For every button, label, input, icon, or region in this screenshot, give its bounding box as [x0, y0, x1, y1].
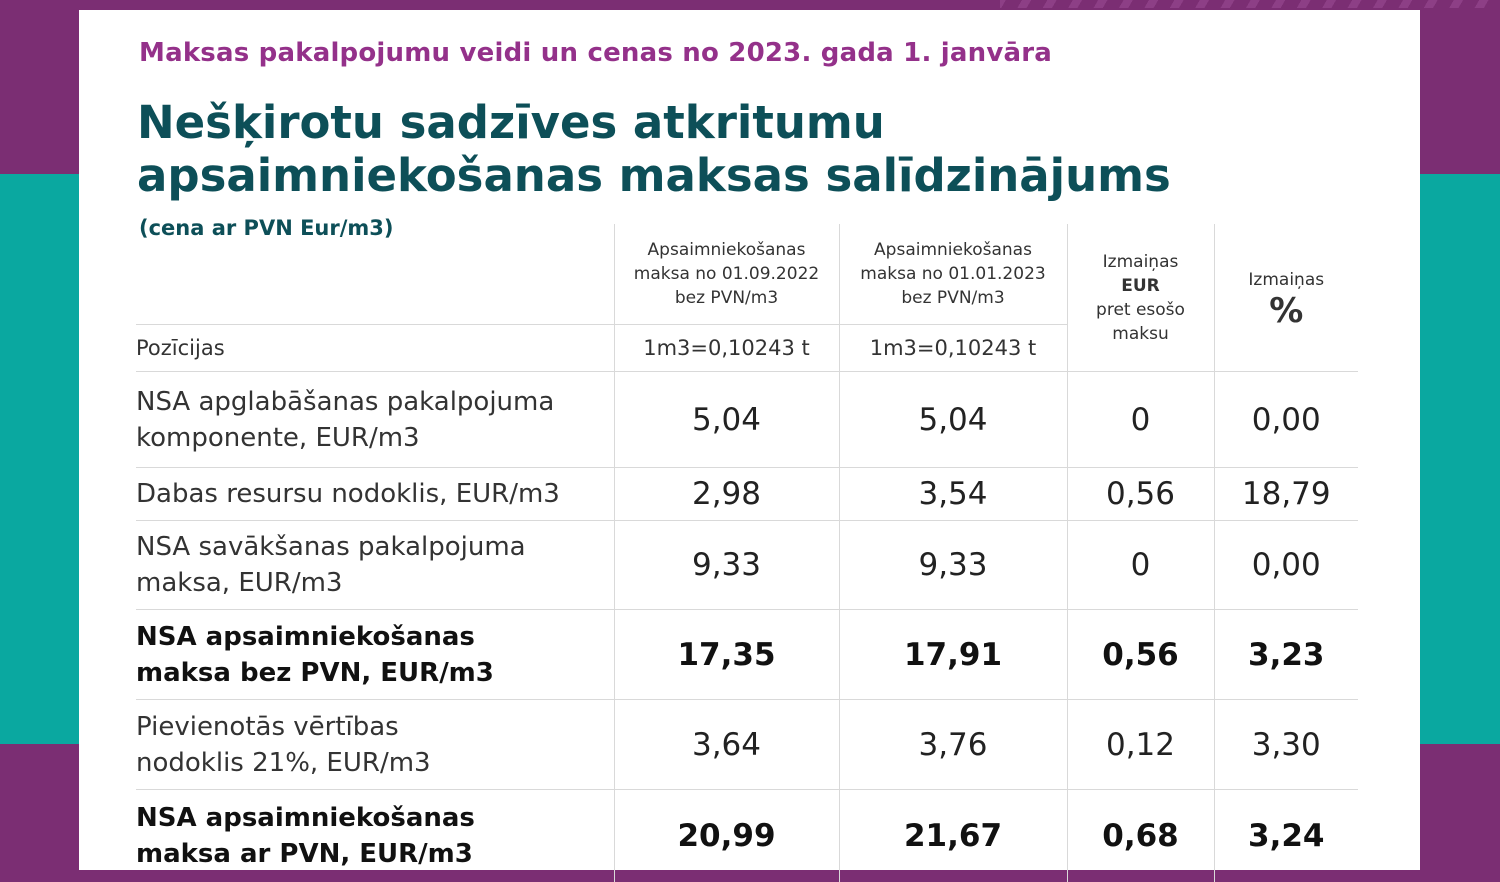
header-fee-2022: Apsaimniekošanas maksa no 01.09.2022 bez…: [614, 224, 839, 325]
cell-2023: 3,76: [839, 700, 1067, 790]
cell-diff-eur: 0: [1067, 521, 1214, 610]
cell-2023: 5,04: [839, 372, 1067, 468]
header-ratio-2023: 1m3=0,10243 t: [839, 325, 1067, 372]
header-row: Apsaimniekošanas maksa no 01.09.2022 bez…: [136, 224, 1358, 325]
subtitle: Maksas pakalpojumu veidi un cenas no 202…: [139, 38, 1052, 68]
cell-2022: 3,64: [614, 700, 839, 790]
info-card: Maksas pakalpojumu veidi un cenas no 202…: [79, 10, 1420, 870]
header-change-percent: Izmaiņas %: [1214, 224, 1358, 372]
title-line-2: apsaimniekošanas maksas salīdzinājums: [137, 149, 1171, 202]
cell-diff-pct: 3,30: [1214, 700, 1358, 790]
table-row: Dabas resursu nodoklis, EUR/m3 2,98 3,54…: [136, 468, 1358, 521]
cell-diff-pct: 0,00: [1214, 521, 1358, 610]
header-ratio-2022: 1m3=0,10243 t: [614, 325, 839, 372]
comparison-table: Apsaimniekošanas maksa no 01.09.2022 bez…: [136, 224, 1358, 882]
cell-diff-pct: 3,24: [1214, 790, 1358, 882]
title-line-1: Nešķirotu sadzīves atkritumu: [137, 96, 1171, 149]
cell-diff-pct: 0,00: [1214, 372, 1358, 468]
cell-2023: 9,33: [839, 521, 1067, 610]
cell-diff-pct: 18,79: [1214, 468, 1358, 521]
cell-2022: 2,98: [614, 468, 839, 521]
cell-diff-eur: 0,56: [1067, 468, 1214, 521]
row-label: Dabas resursu nodoklis, EUR/m3: [136, 468, 614, 521]
page-title: Nešķirotu sadzīves atkritumu apsaimnieko…: [137, 96, 1171, 202]
cell-diff-eur: 0,56: [1067, 610, 1214, 700]
header-fee-2023: Apsaimniekošanas maksa no 01.01.2023 bez…: [839, 224, 1067, 325]
cell-diff-eur: 0,68: [1067, 790, 1214, 882]
cell-2022: 5,04: [614, 372, 839, 468]
cell-diff-eur: 0: [1067, 372, 1214, 468]
header-empty-cell: [136, 224, 614, 325]
cell-2022: 17,35: [614, 610, 839, 700]
cell-2023: 21,67: [839, 790, 1067, 882]
cell-2022: 20,99: [614, 790, 839, 882]
cell-diff-eur: 0,12: [1067, 700, 1214, 790]
header-positions: Pozīcijas: [136, 325, 614, 372]
header-change-eur: Izmaiņas EUR pret esošo maksu: [1067, 224, 1214, 372]
background-stripes: [1000, 0, 1500, 8]
cell-2023: 3,54: [839, 468, 1067, 521]
cell-diff-pct: 3,23: [1214, 610, 1358, 700]
cell-2022: 9,33: [614, 521, 839, 610]
cell-2023: 17,91: [839, 610, 1067, 700]
